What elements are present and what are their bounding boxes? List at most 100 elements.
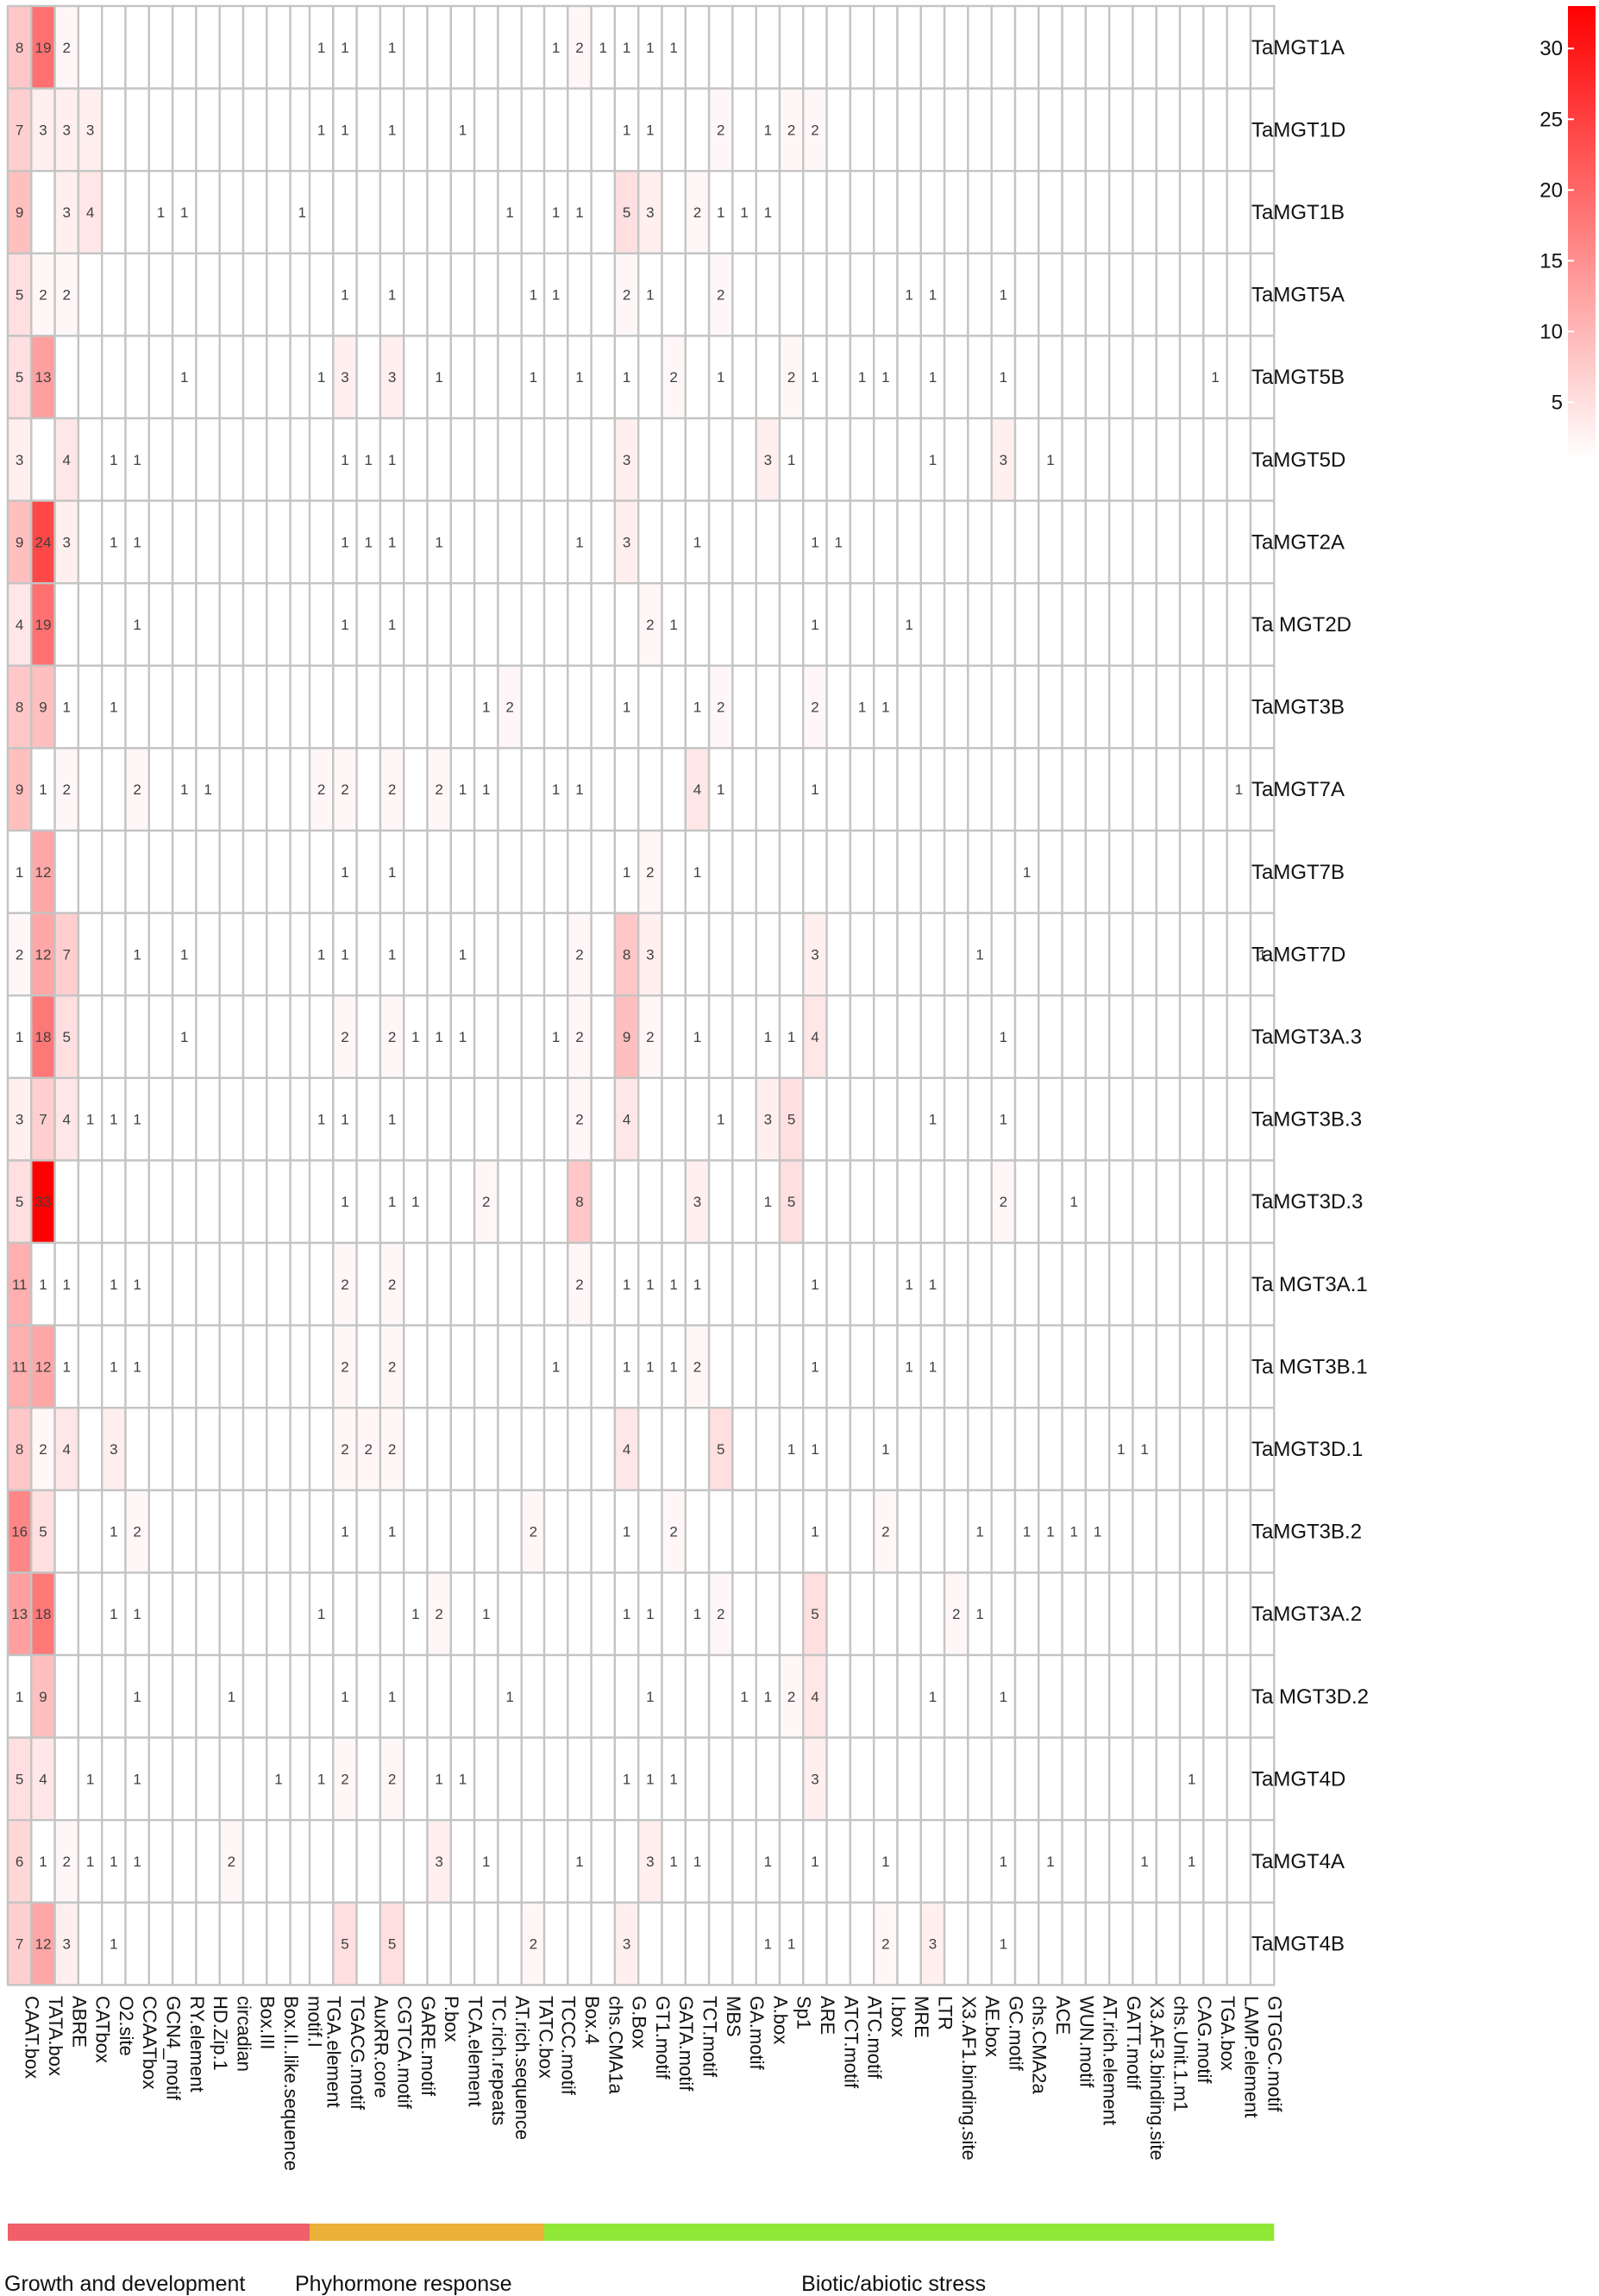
cell-value-label: 1 bbox=[459, 1771, 467, 1787]
heatmap-cell bbox=[147, 4, 174, 90]
heatmap-cell bbox=[637, 1901, 663, 1986]
cell-value-label: 3 bbox=[63, 534, 71, 550]
cell-value-label: 3 bbox=[63, 122, 71, 138]
heatmap-cell bbox=[707, 1653, 734, 1739]
column-label: A.box bbox=[769, 1996, 791, 2044]
heatmap-cell bbox=[707, 1241, 734, 1327]
heatmap-cell bbox=[1226, 1489, 1252, 1574]
heatmap-cell bbox=[590, 87, 617, 173]
heatmap-cell bbox=[195, 4, 221, 90]
cell-value-label: 1 bbox=[858, 699, 866, 716]
heatmap-cell bbox=[100, 582, 127, 668]
cell-value-label: 1 bbox=[341, 40, 348, 56]
heatmap-cell bbox=[613, 1653, 640, 1739]
heatmap-cell bbox=[1084, 1571, 1111, 1657]
heatmap-cell bbox=[684, 335, 711, 420]
heatmap-cell bbox=[731, 1818, 757, 1904]
column-label: GARE.motif bbox=[417, 1996, 439, 2097]
heatmap-cell bbox=[637, 1159, 663, 1245]
heatmap-cell bbox=[124, 4, 150, 90]
cell-value-label: 2 bbox=[365, 1441, 373, 1458]
heatmap-cell bbox=[1013, 499, 1040, 585]
heatmap-cell bbox=[778, 1736, 805, 1822]
heatmap-cell bbox=[1202, 1076, 1228, 1162]
cell-value-label: 1 bbox=[110, 534, 117, 550]
cell-value-label: 1 bbox=[811, 1358, 818, 1375]
column-label: GT1.motif bbox=[652, 1996, 674, 2080]
cell-value-label: 13 bbox=[34, 369, 51, 386]
cell-value-label: 1 bbox=[669, 617, 677, 633]
heatmap-cell bbox=[355, 1653, 382, 1739]
heatmap-cell bbox=[661, 1489, 687, 1574]
heatmap-cell bbox=[77, 912, 103, 997]
cell-value-label: 6 bbox=[16, 1854, 23, 1870]
cell-value-label: 1 bbox=[388, 1689, 396, 1705]
heatmap-cell bbox=[218, 499, 245, 585]
cell-value-label: 1 bbox=[133, 946, 141, 963]
heatmap-cell bbox=[707, 912, 734, 997]
heatmap-cell bbox=[1038, 747, 1063, 832]
heatmap-cell bbox=[919, 4, 946, 90]
heatmap-cell bbox=[542, 747, 569, 832]
cell-value-label: 2 bbox=[388, 1358, 396, 1375]
heatmap-cell bbox=[1084, 252, 1111, 337]
heatmap-cell bbox=[520, 1571, 547, 1657]
heatmap-cell bbox=[873, 1736, 899, 1822]
heatmap-cell bbox=[195, 252, 221, 337]
heatmap-cell bbox=[195, 1076, 221, 1162]
heatmap-cell bbox=[943, 1159, 969, 1245]
heatmap-cell bbox=[100, 1653, 127, 1739]
heatmap-cell bbox=[147, 1076, 174, 1162]
cell-value-label: 1 bbox=[341, 1689, 348, 1705]
heatmap-cell bbox=[661, 1571, 687, 1657]
heatmap-cell bbox=[355, 1076, 382, 1162]
heatmap-cell bbox=[1038, 582, 1063, 668]
heatmap-cell bbox=[473, 1241, 499, 1327]
row-label: Ta MGT3B.1 bbox=[1251, 1355, 1368, 1378]
heatmap-cell bbox=[53, 582, 80, 668]
heatmap-cell bbox=[426, 582, 452, 668]
heatmap-cell bbox=[1178, 747, 1205, 832]
heatmap-cell bbox=[473, 499, 499, 585]
heatmap-cell bbox=[77, 1406, 103, 1491]
heatmap-cell bbox=[147, 1241, 174, 1327]
cell-value-label: 2 bbox=[669, 1524, 677, 1540]
heatmap-cell bbox=[77, 1653, 103, 1739]
column-label: P.box bbox=[441, 1996, 462, 2042]
heatmap-cell bbox=[707, 1489, 734, 1574]
column-label: CGTCA.motif bbox=[394, 1996, 416, 2110]
heatmap-cell bbox=[849, 499, 875, 585]
heatmap-cell bbox=[1226, 4, 1252, 90]
column-label: chs.CMA2a bbox=[1029, 1996, 1050, 2094]
column-label: I.box bbox=[887, 1996, 909, 2037]
heatmap-cell bbox=[1132, 912, 1157, 997]
heatmap-cell bbox=[426, 252, 452, 337]
heatmap-cell bbox=[661, 912, 687, 997]
heatmap-cell bbox=[707, 4, 734, 90]
heatmap-cell bbox=[218, 1406, 245, 1491]
cell-value-label: 1 bbox=[740, 1689, 748, 1705]
cell-value-label: 1 bbox=[341, 1194, 348, 1210]
heatmap-cell bbox=[171, 87, 198, 173]
heatmap-cell bbox=[755, 252, 781, 337]
heatmap-cell bbox=[77, 1736, 103, 1822]
heatmap-cell bbox=[1226, 1653, 1252, 1739]
heatmap-cell bbox=[567, 1571, 593, 1657]
heatmap-cell bbox=[542, 582, 569, 668]
heatmap-cell bbox=[355, 335, 382, 420]
heatmap-cell bbox=[943, 1736, 969, 1822]
heatmap-cell bbox=[684, 1406, 711, 1491]
heatmap-cell bbox=[195, 1324, 221, 1409]
heatmap-cell bbox=[1178, 1901, 1205, 1986]
column-label: ATC.motif bbox=[864, 1996, 886, 2080]
heatmap-cell bbox=[195, 912, 221, 997]
heatmap-cell bbox=[661, 169, 687, 254]
heatmap-cell bbox=[731, 87, 757, 173]
heatmap-cell bbox=[497, 582, 523, 668]
cell-value-label: 1 bbox=[341, 617, 348, 633]
cell-value-label: 1 bbox=[669, 1277, 677, 1293]
heatmap-cell bbox=[755, 1241, 781, 1327]
heatmap-cell bbox=[896, 1901, 922, 1986]
heatmap-cell bbox=[77, 4, 103, 90]
heatmap-cell bbox=[825, 1818, 852, 1904]
